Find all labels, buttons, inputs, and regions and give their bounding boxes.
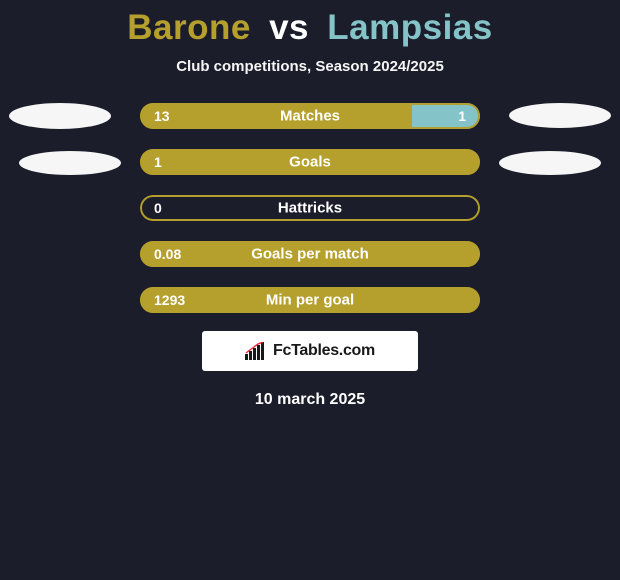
player1-shape-top: [9, 103, 111, 129]
bar-chart-icon: [245, 342, 267, 360]
page-title: Barone vs Lampsias: [127, 8, 492, 48]
stat-bar-left: [140, 103, 412, 129]
stat-bar-track: 1293 Min per goal: [140, 287, 480, 313]
stat-bar-track: 0 Hattricks: [140, 195, 480, 221]
stats-area: 13 1 Matches 1 Goals 0 Hattricks 0.08 Goals per …: [0, 103, 620, 313]
player1-shape-bottom: [19, 151, 121, 175]
title-player2: Lampsias: [327, 8, 492, 47]
stat-bar-track: 13 1 Matches: [140, 103, 480, 129]
infographic-container: Barone vs Lampsias Club competitions, Se…: [0, 0, 620, 409]
date-label: 10 march 2025: [255, 391, 365, 409]
stat-row: 0.08 Goals per match: [140, 241, 480, 267]
stat-row: 0 Hattricks: [140, 195, 480, 221]
stat-value-left: 13: [154, 108, 170, 124]
stat-row: 1293 Min per goal: [140, 287, 480, 313]
stat-row: 1 Goals: [140, 149, 480, 175]
stat-value-left: 0.08: [154, 246, 181, 262]
stat-label: Goals: [289, 154, 331, 171]
stat-bar-right: [412, 103, 480, 129]
stat-value-left: 1: [154, 154, 162, 170]
stat-bar-track: 0.08 Goals per match: [140, 241, 480, 267]
title-vs: vs: [269, 8, 309, 47]
source-badge: FcTables.com: [202, 331, 418, 371]
stat-label: Min per goal: [266, 292, 354, 309]
stat-label: Hattricks: [278, 200, 342, 217]
stat-value-left: 0: [154, 200, 162, 216]
stat-label: Matches: [280, 108, 340, 125]
source-label: FcTables.com: [273, 342, 375, 360]
stat-row: 13 1 Matches: [140, 103, 480, 129]
stat-value-left: 1293: [154, 292, 185, 308]
stat-bar-track: 1 Goals: [140, 149, 480, 175]
title-player1: Barone: [127, 8, 251, 47]
stat-value-right: 1: [458, 108, 466, 124]
player2-shape-top: [509, 103, 611, 128]
player2-shape-bottom: [499, 151, 601, 175]
stat-label: Goals per match: [251, 246, 369, 263]
subtitle: Club competitions, Season 2024/2025: [176, 58, 444, 75]
